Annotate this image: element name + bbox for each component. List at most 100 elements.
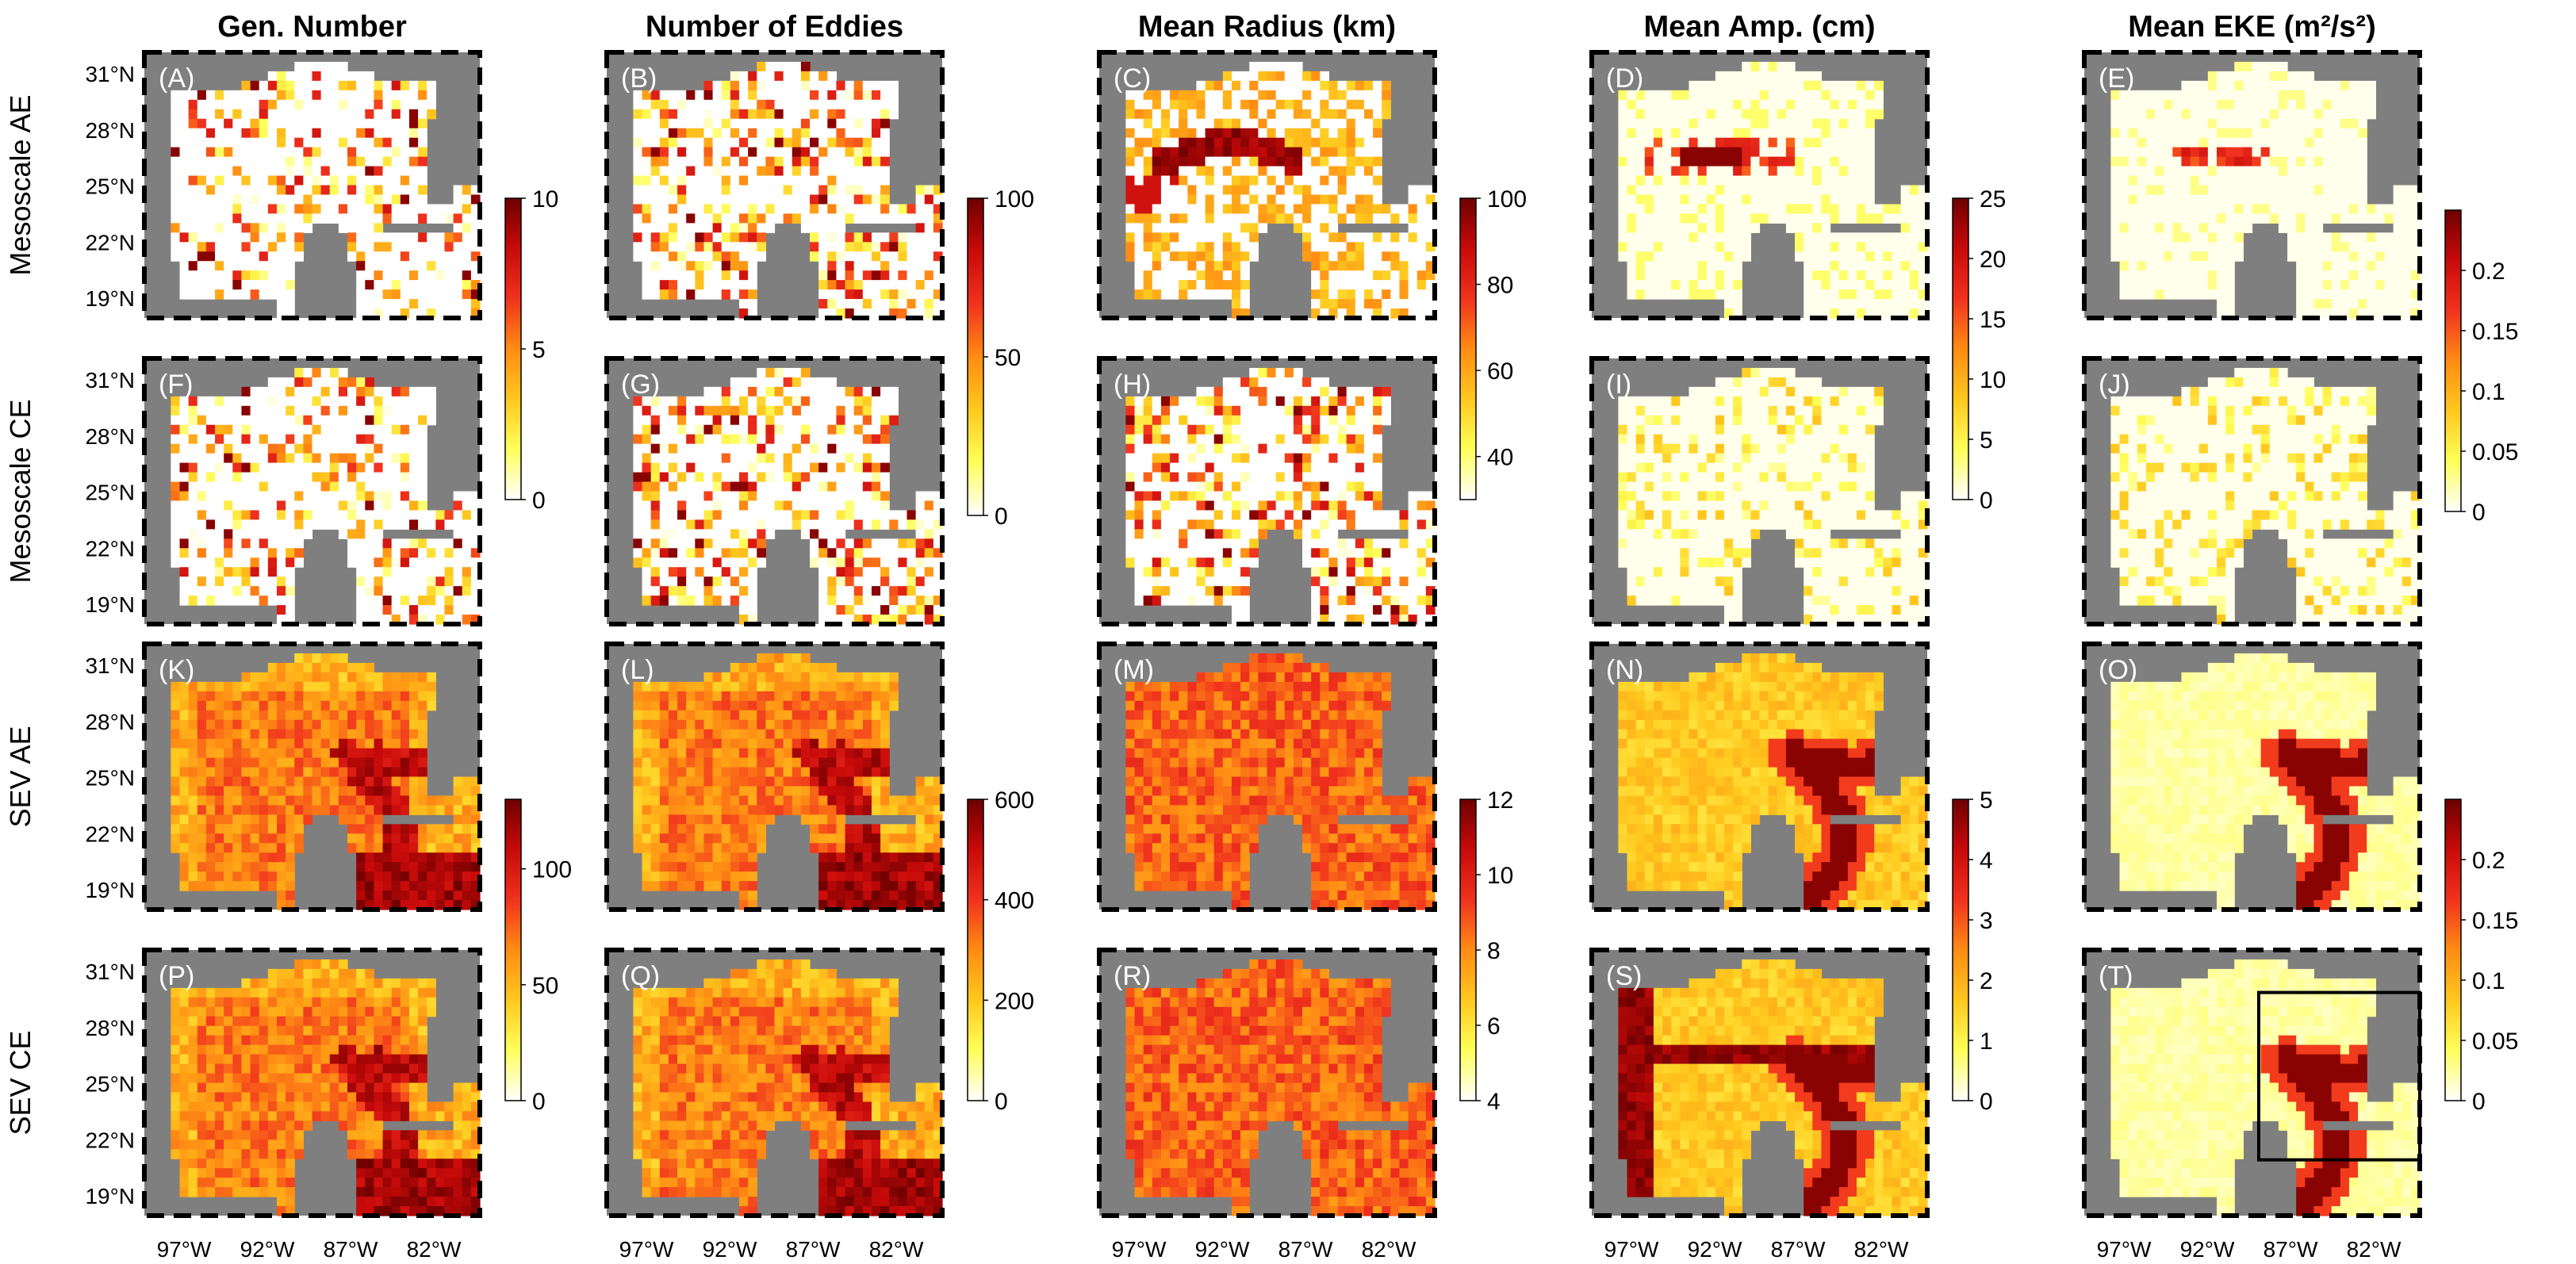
heatmap-cell [215,443,224,454]
heatmap-cell [2287,213,2297,224]
heatmap-cell [338,109,348,120]
heatmap-cell [1653,223,1663,233]
heatmap-cell [286,166,295,177]
heatmap-cell [241,443,251,454]
heatmap-cell [1821,270,1831,281]
heatmap-cell [294,166,304,177]
heatmap-cell [312,472,322,483]
heatmap-cell [800,80,811,91]
heatmap-cell [1328,213,1339,224]
heatmap-cell [453,538,463,549]
heatmap-cell [1134,128,1144,139]
heatmap-cell [329,434,339,445]
heatmap-cell [774,443,784,454]
heatmap-cell [1320,194,1330,205]
heatmap-cell [792,99,802,110]
heatmap-cell [1196,213,1206,224]
heatmap-cell [2305,194,2315,205]
heatmap-cell [845,80,855,91]
heatmap-cell [1715,185,1725,196]
heatmap-cell [1179,166,1188,177]
heatmap-cell [1777,137,1787,148]
heatmap-cell [2119,289,2129,300]
heatmap-cell [205,472,216,483]
heatmap-cell [435,538,446,549]
heatmap-cell [205,90,216,101]
heatmap-cell [1390,280,1401,290]
heatmap-cell [668,576,678,587]
heatmap-cell [933,548,943,558]
heatmap-cell [338,99,348,110]
heatmap-cell [642,462,652,473]
heatmap-cell [642,538,652,549]
heatmap-cell [642,109,652,120]
heatmap-cell [1697,156,1708,167]
heatmap-cell [338,185,348,196]
heatmap-cell [2110,99,2121,110]
heatmap-cell [1812,289,1823,300]
heatmap-cell [418,500,427,511]
heatmap-cell [721,270,731,281]
heatmap-cell [1170,204,1179,214]
heatmap-cell [1425,251,1436,262]
heatmap-cell [267,396,278,407]
heatmap-cell [2252,128,2262,139]
heatmap-cell [898,280,908,290]
heatmap-cell [730,434,740,445]
heatmap-cell [250,434,260,445]
heatmap-cell [818,481,828,492]
heatmap-cell [2216,270,2226,281]
heatmap-cell [2234,194,2244,205]
heatmap-cell [197,280,207,290]
heatmap-cell [1160,270,1171,281]
heatmap-cell [1416,242,1427,252]
heatmap-cell [241,90,251,101]
heatmap-cell [783,99,793,110]
heatmap-cell [1399,242,1409,252]
heatmap-cell [1160,109,1171,120]
heatmap-cell [738,118,749,129]
heatmap-cell [276,615,286,625]
heatmap-cell [1918,261,1928,271]
heatmap-cell [668,510,678,520]
heatmap-cell [286,605,295,615]
heatmap-cell [2110,90,2121,101]
heatmap-cell [276,204,286,214]
heatmap-cell [1213,232,1224,243]
heatmap-cell [1627,156,1637,167]
heatmap-cell [1320,232,1330,243]
heatmap-cell [1644,194,1654,205]
heatmap-cell [633,472,643,483]
heatmap-cell [712,415,723,426]
heatmap-cell [259,500,269,511]
heatmap-cell [703,405,714,416]
heatmap-cell [1627,175,1637,186]
heatmap-cell [703,99,714,110]
heatmap-cell [748,251,757,262]
heatmap-cell [738,242,749,252]
heatmap-cell [2155,213,2164,224]
heatmap-cell [1706,232,1716,243]
heatmap-cell [232,538,243,549]
heatmap-cell [1222,156,1232,167]
heatmap-cell [730,137,740,148]
heatmap-cell [329,204,339,214]
heatmap-cell [810,118,819,129]
heatmap-cell [1373,289,1382,300]
heatmap-cell [470,242,481,252]
heatmap-cell [1671,204,1681,214]
heatmap-cell [2313,308,2324,319]
heatmap-cell [382,510,393,520]
heatmap-cell [2331,299,2341,309]
heatmap-cell [259,386,269,397]
heatmap-cell [2393,289,2403,300]
heatmap-cell [1847,90,1857,101]
heatmap-cell [1328,90,1339,101]
heatmap-cell [1320,175,1330,186]
heatmap-cell [435,308,446,319]
heatmap-cell [1416,280,1427,290]
heatmap-cell [224,137,233,148]
heatmap-cell [444,204,454,214]
heatmap-cell [188,194,198,205]
heatmap-cell [1363,156,1374,167]
